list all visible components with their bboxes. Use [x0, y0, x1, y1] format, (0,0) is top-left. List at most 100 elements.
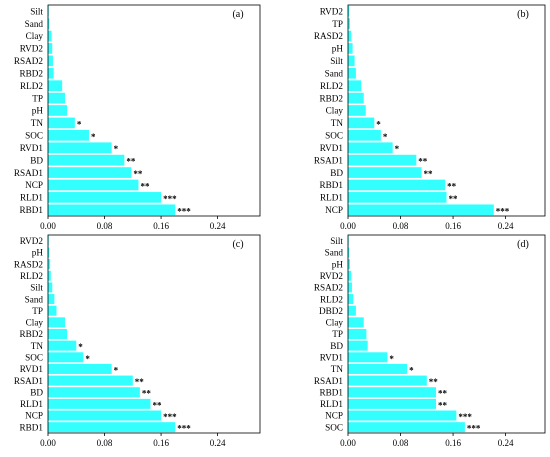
category-label: Sand	[325, 248, 344, 258]
significance-label: **	[447, 181, 457, 191]
bar-silt	[48, 282, 53, 293]
bar-rld2	[48, 80, 63, 92]
bar-soc	[348, 129, 381, 141]
plot-frame	[47, 234, 261, 434]
bar-ncp	[348, 204, 494, 216]
bar-sand	[348, 247, 350, 258]
bar-dbd2	[348, 305, 356, 316]
x-tick-label: 0.24	[210, 221, 226, 231]
category-label: SOC	[25, 131, 43, 141]
category-label: BD	[30, 155, 43, 165]
category-label: pH	[32, 106, 44, 116]
category-label: RLD2	[320, 294, 343, 304]
bar-sand	[48, 294, 55, 305]
category-label: RASD2	[14, 259, 44, 269]
x-tick-label: 0.00	[340, 438, 356, 448]
category-label: RBD2	[320, 93, 344, 103]
bar-tn	[48, 117, 75, 129]
panel-label: (b)	[517, 9, 529, 20]
significance-label: *	[77, 119, 82, 129]
category-label: SOC	[325, 131, 343, 141]
bar-rld2	[348, 80, 362, 92]
category-label: NCP	[325, 411, 343, 421]
bar-clay	[48, 317, 65, 328]
category-label: Silt	[30, 283, 43, 293]
chart-panel-1: Silt Sand Clay RVD2 RSAD2 RBD2 RLD2 TP pH TN * SOC *…	[14, 4, 261, 231]
category-label: RVD2	[20, 44, 44, 54]
significance-label: **	[126, 157, 136, 167]
bar-tn	[348, 117, 375, 129]
category-label: Silt	[330, 236, 343, 246]
significance-label: ***	[163, 194, 177, 204]
bar-rasd2	[48, 259, 51, 270]
bar-tp	[348, 18, 350, 29]
significance-label: *	[78, 342, 83, 352]
category-label: RLD2	[320, 81, 343, 91]
significance-label: *	[383, 132, 388, 142]
category-label: TN	[31, 118, 44, 128]
plot-frame	[347, 4, 546, 217]
bar-rsad1	[48, 167, 132, 178]
category-label: TP	[32, 306, 43, 316]
category-label: RBD1	[320, 180, 344, 190]
bar-ncp	[48, 179, 139, 191]
bar-ph	[48, 105, 68, 116]
category-label: RVD2	[320, 271, 344, 281]
category-label: TP	[332, 19, 343, 29]
category-label: RLD1	[320, 399, 343, 409]
category-label: Clay	[326, 106, 344, 116]
bar-rsad2	[48, 55, 53, 67]
bar-tn	[348, 363, 408, 374]
category-label: TP	[332, 329, 343, 339]
bar-ph	[48, 247, 50, 258]
category-label: NCP	[25, 180, 43, 190]
plot-frame	[347, 234, 546, 434]
category-label: Silt	[330, 56, 343, 66]
category-label: NCP	[325, 205, 343, 215]
x-tick-label: 0.08	[97, 221, 113, 231]
x-tick-label: 0.16	[153, 438, 169, 448]
bar-rld1	[48, 192, 162, 203]
category-label: RSAD2	[14, 56, 44, 66]
bar-rld1	[348, 192, 447, 203]
bar-rvd1	[48, 363, 112, 374]
bar-rvd1	[348, 142, 393, 154]
x-tick-label: 0.08	[393, 438, 409, 448]
category-label: RBD2	[20, 68, 44, 78]
bar-rbd2	[48, 328, 68, 340]
bar-rsad1	[348, 154, 417, 166]
bar-tn	[48, 340, 77, 351]
x-tick-label: 0.24	[498, 438, 514, 448]
bar-rbd2	[48, 67, 54, 79]
bar-rbd1	[48, 204, 176, 216]
chart-panel-2: RVD2 TP RASD2 pH Silt Sand RLD2 RBD2 Clay TN * SOC *…	[314, 4, 546, 231]
x-tick-label: 0.24	[498, 221, 514, 231]
category-label: RASD2	[314, 31, 344, 41]
category-label: TN	[331, 364, 344, 374]
significance-label: **	[133, 169, 143, 179]
significance-label: **	[438, 389, 448, 399]
significance-label: *	[91, 132, 96, 142]
bar-clay	[48, 30, 52, 42]
bar-soc	[48, 352, 84, 363]
category-label: SOC	[325, 422, 343, 432]
bar-silt	[348, 55, 355, 67]
bar-bd	[48, 387, 140, 398]
bar-tp	[348, 328, 367, 340]
significance-label: ***	[177, 206, 191, 216]
category-label: Clay	[326, 318, 344, 328]
bar-rld2	[348, 294, 354, 305]
significance-label: **	[449, 194, 459, 204]
panel-label: (a)	[232, 9, 243, 20]
category-label: SOC	[25, 352, 43, 362]
significance-label: **	[418, 157, 428, 167]
category-label: Clay	[26, 31, 44, 41]
category-label: TN	[331, 118, 344, 128]
x-tick-label: 0.00	[340, 221, 356, 231]
significance-label: **	[152, 400, 162, 410]
bar-rvd2	[348, 270, 352, 281]
panel-label: (c)	[232, 239, 243, 250]
bar-rbd2	[348, 92, 364, 104]
bar-rld1	[348, 398, 436, 409]
significance-label: **	[140, 181, 150, 191]
